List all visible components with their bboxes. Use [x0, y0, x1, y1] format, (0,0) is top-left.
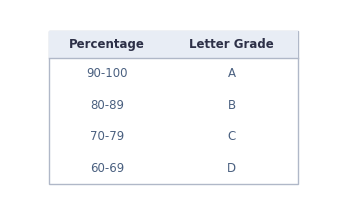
Text: 90-100: 90-100	[87, 67, 128, 80]
Text: 80-89: 80-89	[90, 99, 124, 112]
Text: D: D	[227, 162, 236, 175]
Text: C: C	[227, 130, 236, 143]
Text: 70-79: 70-79	[90, 130, 124, 143]
Text: Percentage: Percentage	[69, 38, 145, 51]
Text: 60-69: 60-69	[90, 162, 124, 175]
Text: B: B	[227, 99, 236, 112]
Text: A: A	[228, 67, 236, 80]
Text: Letter Grade: Letter Grade	[189, 38, 274, 51]
Bar	[49, 31, 298, 58]
